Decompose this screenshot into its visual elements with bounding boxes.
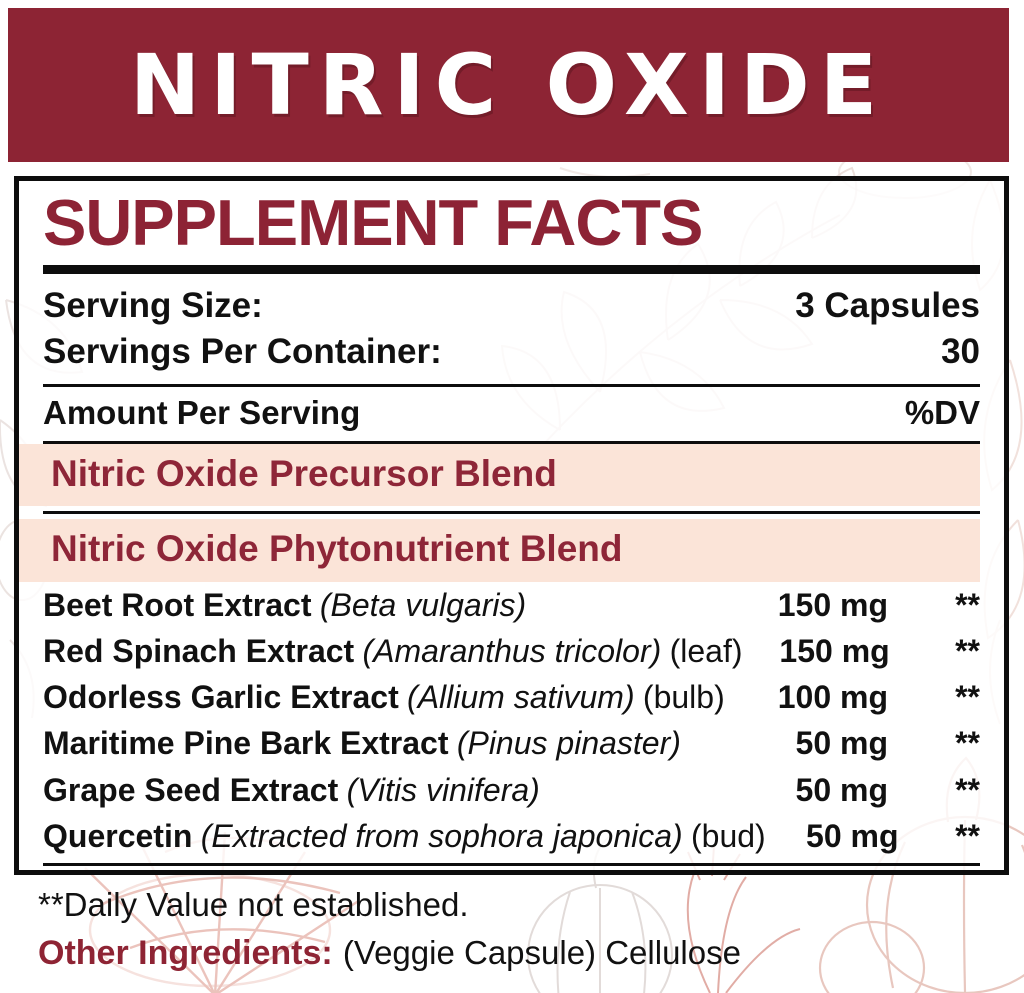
servings-per-container-row: Servings Per Container: 30 xyxy=(43,329,980,375)
ingredient-name: Beet Root Extract (Beta vulgaris) xyxy=(43,586,527,623)
ingredient-dv: ** xyxy=(955,771,980,808)
servings-per-container-value: 30 xyxy=(941,331,980,371)
ingredient-name: Maritime Pine Bark Extract (Pinus pinaste… xyxy=(43,725,681,762)
brand-banner: NITRIC OXIDE xyxy=(8,8,1009,162)
title-divider xyxy=(43,264,980,274)
dv-header: %DV xyxy=(904,393,980,431)
serving-info: Serving Size: 3 Capsules Servings Per Co… xyxy=(43,274,980,384)
ingredient-amount: 50 mg xyxy=(806,817,899,854)
ingredient-row-grape-seed: Grape Seed Extract (Vitis vinifera) 50 mg… xyxy=(43,767,980,813)
header-divider xyxy=(43,440,980,444)
daily-value-footnote: **Daily Value not established. xyxy=(38,886,469,923)
footnotes: **Daily Value not established. Other Ing… xyxy=(38,884,741,975)
ingredient-name: Red Spinach Extract (Amaranthus tricolor)… xyxy=(43,632,743,669)
ingredient-row-odorless-garlic: Odorless Garlic Extract (Allium sativum)(… xyxy=(43,674,980,720)
blend-divider xyxy=(43,511,980,515)
ingredient-amount: 100 mg xyxy=(777,679,888,716)
ingredient-row-maritime-pine: Maritime Pine Bark Extract (Pinus pinaste… xyxy=(43,720,980,766)
other-ingredients-label: Other Ingredients: xyxy=(38,933,333,972)
facts-title: SUPPLEMENT FACTS xyxy=(43,186,703,259)
ingredient-amount: 50 mg xyxy=(795,771,888,808)
blend-phytonutrient: Nitric Oxide Phytonutrient Blend xyxy=(19,519,980,582)
servings-per-container-label: Servings Per Container: xyxy=(43,331,442,371)
serving-size-row: Serving Size: 3 Capsules xyxy=(43,283,980,329)
ingredient-name: Quercetin (Extracted from sophora japonic… xyxy=(43,817,766,854)
other-ingredients-line: Other Ingredients: (Veggie Capsule) Cellu… xyxy=(38,931,741,975)
blend-precursor: Nitric Oxide Precursor Blend xyxy=(19,443,980,507)
ingredient-amount: 150 mg xyxy=(779,632,890,669)
pepper-divider xyxy=(43,862,980,866)
supplement-facts-panel: SUPPLEMENT FACTS Serving Size: 3 Capsule… xyxy=(14,176,1009,875)
serving-size-value: 3 Capsules xyxy=(795,285,980,325)
ingredient-dv: ** xyxy=(955,817,980,854)
other-ingredients-value: (Veggie Capsule) Cellulose xyxy=(342,933,741,971)
ingredient-row-red-spinach: Red Spinach Extract (Amaranthus tricolor)… xyxy=(43,628,980,674)
ingredient-row-black-pepper: Black Pepper Extract 5 mg ** xyxy=(43,866,980,870)
ingredient-name: Odorless Garlic Extract (Allium sativum)(… xyxy=(43,679,725,716)
column-header-row: Amount Per Serving %DV xyxy=(43,387,980,441)
ingredient-row-quercetin: Quercetin (Extracted from sophora japonic… xyxy=(43,813,980,859)
serving-size-label: Serving Size: xyxy=(43,285,263,325)
ingredient-name: Grape Seed Extract (Vitis vinifera) xyxy=(43,771,540,808)
ingredient-dv: ** xyxy=(955,725,980,762)
ingredient-dv: ** xyxy=(955,632,980,669)
ingredient-dv: ** xyxy=(955,586,980,623)
ingredient-dv: ** xyxy=(955,679,980,716)
product-name: NITRIC OXIDE xyxy=(129,36,888,134)
ingredient-amount: 150 mg xyxy=(777,586,888,623)
amount-per-serving-header: Amount Per Serving xyxy=(43,393,361,431)
ingredient-amount: 50 mg xyxy=(795,725,888,762)
ingredient-row-beet-root: Beet Root Extract (Beta vulgaris) 150 mg … xyxy=(43,582,980,628)
